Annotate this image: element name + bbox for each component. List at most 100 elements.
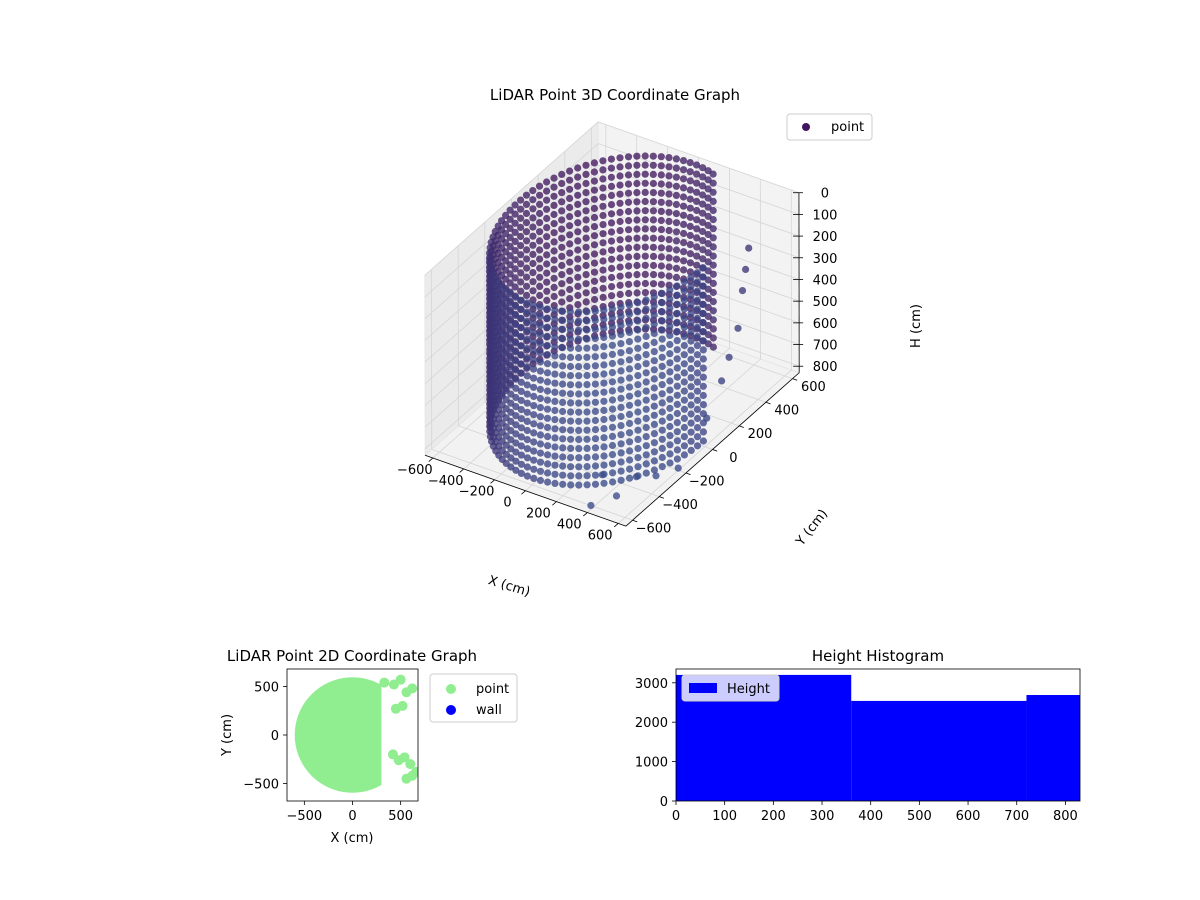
chart-3d-point [551,443,559,451]
chart-3d-point [608,378,617,386]
chart-3d-point [625,310,634,318]
chart-3d-point [650,439,659,447]
chart-3d-point [558,271,566,279]
chart-3d-point [523,445,532,453]
chart-3d-point [574,200,582,208]
chart-2d-title: LiDAR Point 2D Coordinate Graph [227,647,477,665]
chart-3d-point [665,154,673,162]
chart-3d-point [599,239,607,247]
chart-3d-point [551,315,559,323]
chart-3d-point [608,283,616,291]
chart-3d-point [649,234,658,242]
chart-3d-point [616,254,624,262]
chart-3d-point [517,196,525,204]
chart-3d-point [608,292,616,300]
chart-3d-point [599,284,607,292]
chart-3d-point [633,243,641,251]
chart-3d-point [551,306,559,314]
chart-3d-point [680,287,688,295]
chart-3d-point [616,245,624,253]
chart-3d-point [507,363,515,371]
chart-3d-x-tick-label: −200 [459,485,495,500]
chart-3d-point [522,209,531,218]
chart-3d-point [686,177,694,185]
chart-3d-point [543,314,552,322]
chart-3d-x-tick [490,479,495,484]
chart-3d-point [693,161,701,169]
chart-3d-point [673,437,682,445]
chart-3d-point [699,401,708,409]
chart-3d-point [625,226,633,234]
chart-3d-point [582,271,590,279]
chart-3d-point [566,308,575,316]
chart-3d-point [673,337,681,345]
chart-3d-point [591,416,600,425]
chart-3d-point [517,324,525,332]
chart-3d-point [591,371,600,379]
chart-3d-point [704,203,712,211]
chart-3d-point [673,300,681,308]
chart-3d-point [574,246,582,254]
chart-3d-point [591,307,599,315]
chart-3d-point [517,378,525,386]
chart-3d-point [530,338,538,346]
chart-3d-point [658,317,666,325]
chart-3d-point [666,404,674,412]
chart-3d-point [673,400,681,408]
chart-3d-point [687,310,695,318]
chart-3d-point [650,311,658,319]
chart-3d-point [512,448,520,456]
chart-3d-point [558,243,566,251]
chart-3d-point [608,460,617,468]
chart-2d-point [397,700,408,711]
chart-3d-point [686,195,694,203]
chart-3d-point [559,426,567,434]
chart-3d-point [649,261,658,270]
chart-3d-point [591,453,600,461]
chart-3d-point [624,171,633,179]
chart-3d-point [642,423,650,432]
chart-3d-point [616,199,624,207]
chart-3d-point [693,442,702,450]
chart-3d-point [699,237,707,245]
chart-3d-point [583,362,591,370]
chart-3d-point [658,362,666,370]
chart-3d-point [693,278,701,286]
chart-3d-point [529,205,537,213]
chart-3d-point [642,460,650,468]
chart-3d-point [680,332,688,340]
chart-3d-point [536,282,544,290]
chart-3d-point [666,313,674,321]
chart-2d-x-tick-label: −500 [286,809,322,824]
chart-3d-point [559,380,567,388]
chart-3d-point [566,344,575,352]
chart-3d-point [617,458,625,466]
chart-3d-point [574,182,582,190]
chart-2d-point [411,766,418,777]
chart-3d-point [566,317,575,325]
chart-3d-point [599,202,607,210]
chart-3d-point [633,252,641,260]
chart-3d-x-tick-label: 0 [503,496,511,511]
chart-3d-point [543,341,552,350]
chart-3d-point [590,159,599,167]
chart-3d-point [575,435,583,444]
chart-2d-point [395,674,406,685]
chart-3d-point [709,298,717,306]
chart-3d-point [523,282,531,290]
chart-3d-point [650,457,659,465]
chart-3d-point [672,155,681,163]
chart-3d-point [511,274,519,282]
chart-3d-point [649,271,658,279]
chart-3d-point [558,234,566,242]
chart-3d-point [699,264,707,272]
chart-3d-point [550,265,558,273]
chart-3d-point [582,161,590,169]
chart-3d-point [625,253,633,261]
chart-3d-point [575,481,583,489]
chart-3d-point [665,181,673,189]
chart-3d-point [634,344,642,352]
chart-3d-point [582,207,590,215]
chart-3d-point [608,264,616,272]
chart-3d-point [693,206,701,215]
